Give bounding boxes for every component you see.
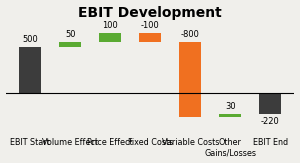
Bar: [219, 114, 242, 117]
Text: 30: 30: [225, 102, 236, 111]
Text: 500: 500: [22, 35, 38, 44]
Text: 50: 50: [65, 30, 75, 39]
Bar: [139, 33, 161, 42]
Text: -220: -220: [261, 117, 280, 126]
Bar: [260, 93, 281, 114]
Bar: [179, 42, 201, 117]
Title: EBIT Development: EBIT Development: [78, 6, 222, 20]
Bar: [99, 33, 121, 42]
Bar: [19, 47, 41, 93]
Text: -100: -100: [141, 21, 160, 30]
Bar: [59, 42, 81, 47]
Text: 100: 100: [102, 21, 118, 30]
Text: -800: -800: [181, 30, 200, 39]
